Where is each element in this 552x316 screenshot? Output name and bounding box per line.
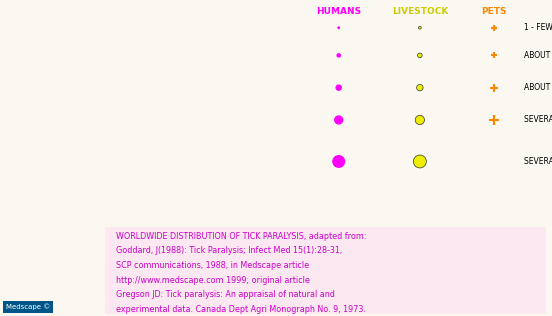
Text: Medscape ©: Medscape © bbox=[6, 304, 50, 310]
Circle shape bbox=[337, 26, 340, 29]
Circle shape bbox=[413, 155, 426, 168]
Text: 1 - FEW: 1 - FEW bbox=[524, 23, 552, 32]
Text: Gregson JD: Tick paralysis: An appraisal of natural and: Gregson JD: Tick paralysis: An appraisal… bbox=[116, 290, 335, 299]
Text: HUMANS: HUMANS bbox=[316, 7, 361, 16]
Text: PETS: PETS bbox=[481, 7, 507, 16]
Text: ABOUT 100: ABOUT 100 bbox=[524, 83, 552, 92]
Circle shape bbox=[336, 84, 342, 91]
Circle shape bbox=[415, 115, 424, 125]
Circle shape bbox=[336, 53, 341, 58]
Text: ABOUT 25: ABOUT 25 bbox=[524, 51, 552, 60]
Text: WORLDWIDE DISTRIBUTION OF TICK PARALYSIS, adapted from:: WORLDWIDE DISTRIBUTION OF TICK PARALYSIS… bbox=[116, 232, 367, 240]
Text: experimental data. Canada Dept Agri Monograph No. 9, 1973.: experimental data. Canada Dept Agri Mono… bbox=[116, 305, 366, 314]
Circle shape bbox=[334, 115, 343, 125]
Text: LIVESTOCK: LIVESTOCK bbox=[392, 7, 448, 16]
Circle shape bbox=[417, 84, 423, 91]
Text: http://www.medscape.com 1999; original article: http://www.medscape.com 1999; original a… bbox=[116, 276, 310, 285]
Circle shape bbox=[417, 53, 422, 58]
Text: SCP communications, 1988, in Medscape article: SCP communications, 1988, in Medscape ar… bbox=[116, 261, 309, 270]
FancyBboxPatch shape bbox=[105, 227, 546, 314]
Text: SEVERAL 1000: SEVERAL 1000 bbox=[524, 157, 552, 166]
Circle shape bbox=[332, 155, 345, 168]
Circle shape bbox=[418, 26, 421, 29]
Text: Goddard, J(1988): Tick Paralysis; Infect Med 15(1):28-31,: Goddard, J(1988): Tick Paralysis; Infect… bbox=[116, 246, 342, 255]
Text: SEVERAL 100: SEVERAL 100 bbox=[524, 115, 552, 125]
